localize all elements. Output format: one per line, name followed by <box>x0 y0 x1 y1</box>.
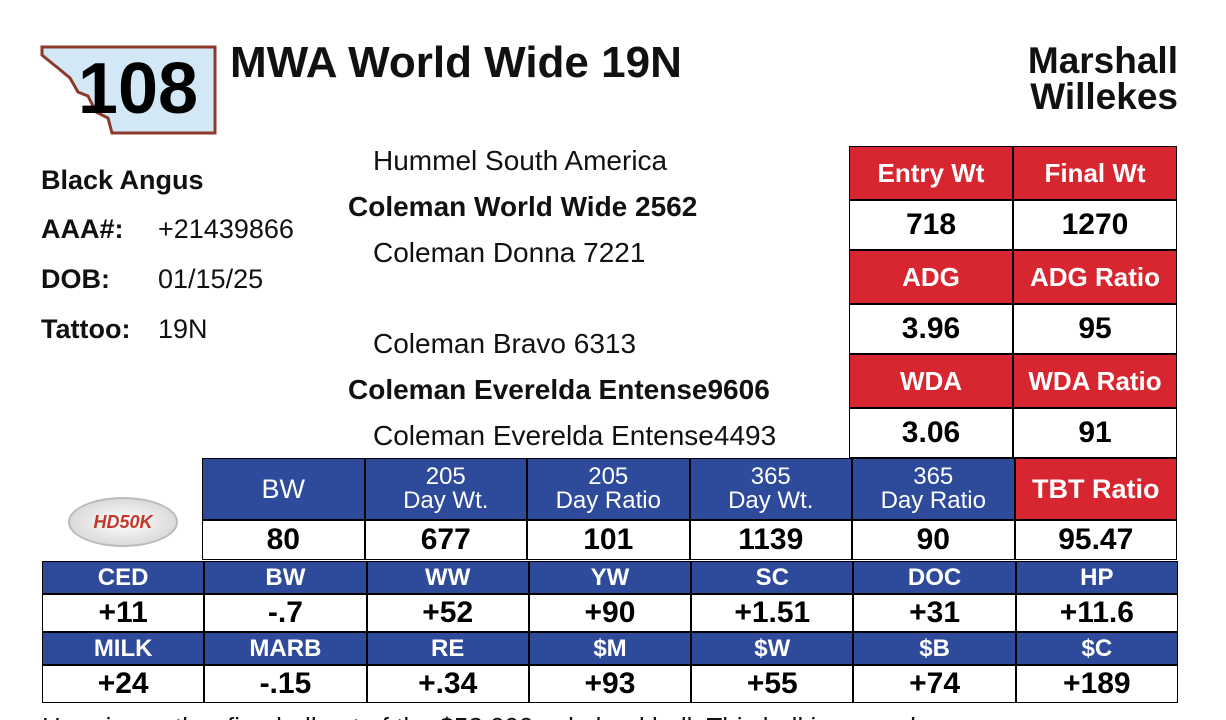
epd-value: +11 <box>42 594 205 632</box>
performance-label: WDA <box>849 354 1013 408</box>
consignor-line: Willekes <box>1030 76 1178 117</box>
epd-value: +1.51 <box>691 594 854 632</box>
epd-label: $M <box>528 632 692 665</box>
weight-label: BW <box>202 458 365 520</box>
performance-label: ADG <box>849 250 1013 304</box>
weight-label: 365 Day Ratio <box>852 458 1015 520</box>
logo: HD50K <box>68 497 178 547</box>
pedigree-name: Coleman Donna 7221 <box>373 237 646 268</box>
epd-value: +90 <box>528 594 692 632</box>
info-value: 01/15/25 <box>158 264 264 294</box>
weight-label-line: TBT Ratio <box>1032 473 1160 504</box>
epd-label: BW <box>204 561 367 594</box>
weight-label-line: Day Wt. <box>403 487 489 514</box>
weight-value: 677 <box>364 520 527 560</box>
consignor-line: Marshall <box>1027 40 1178 81</box>
epd-value: +189 <box>1015 665 1178 703</box>
weight-value: 80 <box>202 520 365 560</box>
epd-value: +52 <box>366 594 529 632</box>
epd-value: -.7 <box>204 594 367 632</box>
epd-label: DOC <box>853 561 1016 594</box>
pedigree-name: Hummel South America <box>373 145 668 176</box>
weight-label: 205 Day Wt. <box>364 458 527 520</box>
epd-value: +11.6 <box>1015 594 1178 632</box>
weight-label: 365 Day Wt. <box>689 458 852 520</box>
info-label: Tattoo: <box>41 314 131 344</box>
weight-label-line: 205 <box>425 463 466 490</box>
info-value: +21439866 <box>158 214 294 244</box>
footnote: Here is another fine bull out of the $52… <box>42 712 967 720</box>
weight-label: TBT Ratio <box>1014 458 1177 520</box>
epd-label: SC <box>691 561 854 594</box>
epd-value: +55 <box>691 665 854 703</box>
weight-label-line: Day Ratio <box>555 487 661 514</box>
weight-label-line: Day Ratio <box>880 487 986 514</box>
performance-value: 95 <box>1013 304 1177 354</box>
lot-badge: 108 <box>40 45 217 135</box>
epd-value: +74 <box>853 665 1016 703</box>
epd-value: +31 <box>853 594 1016 632</box>
weight-label-line: 205 <box>588 463 629 490</box>
performance-label: Final Wt <box>1013 146 1177 200</box>
epd-value: +93 <box>528 665 692 703</box>
weight-value: 95.47 <box>1014 520 1177 560</box>
epd-label: $W <box>691 632 854 665</box>
pedigree-sire: Coleman World Wide 2562 <box>348 191 698 222</box>
pedigree-dam: Coleman Everelda Entense9606 <box>348 374 770 405</box>
weight-label-line: BW <box>261 473 306 504</box>
epd-label: MILK <box>42 632 205 665</box>
info-value: 19N <box>158 314 208 344</box>
breed: Black Angus <box>41 165 204 195</box>
epd-value: -.15 <box>204 665 367 703</box>
performance-value: 718 <box>849 200 1013 250</box>
epd-label: RE <box>366 632 529 665</box>
epd-label: MARB <box>204 632 367 665</box>
epd-label: WW <box>366 561 529 594</box>
epd-label: $B <box>853 632 1016 665</box>
performance-value: 3.06 <box>849 408 1013 458</box>
title: MWA World Wide 19N <box>230 38 682 87</box>
pedigree-name: Coleman Everelda Entense4493 <box>373 420 777 451</box>
epd-label: YW <box>528 561 692 594</box>
performance-label: WDA Ratio <box>1013 354 1177 408</box>
epd-label: HP <box>1015 561 1178 594</box>
performance-label: Entry Wt <box>849 146 1013 200</box>
weight-label-line: Day Wt. <box>728 487 814 514</box>
epd-label: CED <box>42 561 205 594</box>
performance-value: 1270 <box>1013 200 1177 250</box>
weight-value: 1139 <box>689 520 852 560</box>
epd-label: $C <box>1015 632 1178 665</box>
info-label: DOB: <box>41 264 110 294</box>
epd-value: +24 <box>42 665 205 703</box>
info-label: AAA#: <box>41 214 124 244</box>
weight-label: 205 Day Ratio <box>527 458 690 520</box>
weight-value: 101 <box>527 520 690 560</box>
lot-number: 108 <box>78 49 198 129</box>
performance-value: 91 <box>1013 408 1177 458</box>
epd-value: +.34 <box>366 665 529 703</box>
performance-value: 3.96 <box>849 304 1013 354</box>
state-shape <box>40 45 217 135</box>
weight-label-line: 365 <box>750 463 791 490</box>
weight-label-line: 365 <box>913 463 954 490</box>
pedigree-name: Coleman Bravo 6313 <box>373 328 637 359</box>
weight-value: 90 <box>852 520 1015 560</box>
performance-label: ADG Ratio <box>1013 250 1177 304</box>
